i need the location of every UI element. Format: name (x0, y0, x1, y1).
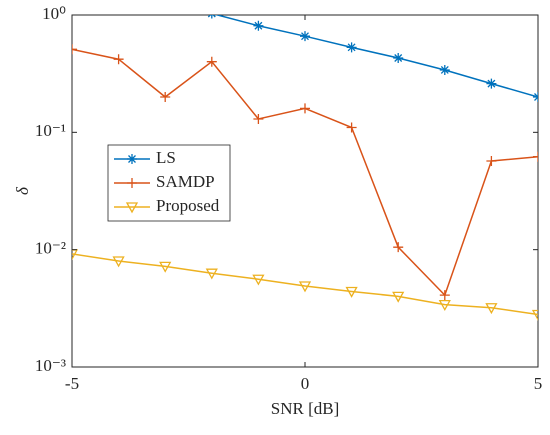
marker (206, 56, 217, 67)
marker (392, 291, 405, 303)
marker (346, 122, 357, 133)
legend-label: SAMDP (156, 172, 215, 191)
marker (159, 261, 172, 273)
marker (300, 103, 310, 114)
marker (253, 113, 264, 124)
marker (127, 154, 137, 164)
marker (252, 274, 265, 286)
y-tick-label: 10⁰ (42, 4, 66, 23)
x-axis-label: SNR [dB] (271, 399, 339, 418)
marker (300, 31, 310, 42)
marker (253, 20, 264, 31)
legend-label: LS (156, 148, 176, 167)
marker (160, 92, 171, 103)
x-tick-label: 0 (301, 374, 310, 393)
marker (486, 78, 497, 89)
marker (439, 64, 450, 75)
y-tick-label: 10⁻² (35, 239, 66, 258)
marker (393, 242, 404, 253)
marker (393, 53, 404, 64)
marker (127, 178, 137, 188)
y-tick-label: 10⁻³ (35, 356, 66, 375)
marker (486, 155, 497, 166)
marker (160, 0, 170, 8)
marker (113, 54, 124, 65)
marker (485, 303, 498, 315)
marker (346, 42, 357, 53)
marker (533, 92, 538, 103)
x-tick-label: 5 (534, 374, 543, 393)
y-axis-label: δ (13, 186, 32, 195)
marker (72, 249, 79, 261)
marker (345, 286, 358, 298)
marker (72, 44, 77, 55)
y-tick-label: 10⁻¹ (35, 121, 66, 140)
marker (125, 202, 139, 214)
marker (533, 151, 538, 162)
marker (205, 268, 218, 280)
legend-label: Proposed (156, 196, 220, 215)
marker (207, 15, 216, 19)
marker (298, 281, 312, 293)
marker (531, 309, 538, 321)
plot-series (72, 0, 538, 321)
marker (439, 290, 450, 301)
series-line (72, 253, 538, 316)
x-tick-label: -5 (65, 374, 79, 393)
marker (438, 299, 451, 311)
marker (112, 256, 125, 268)
